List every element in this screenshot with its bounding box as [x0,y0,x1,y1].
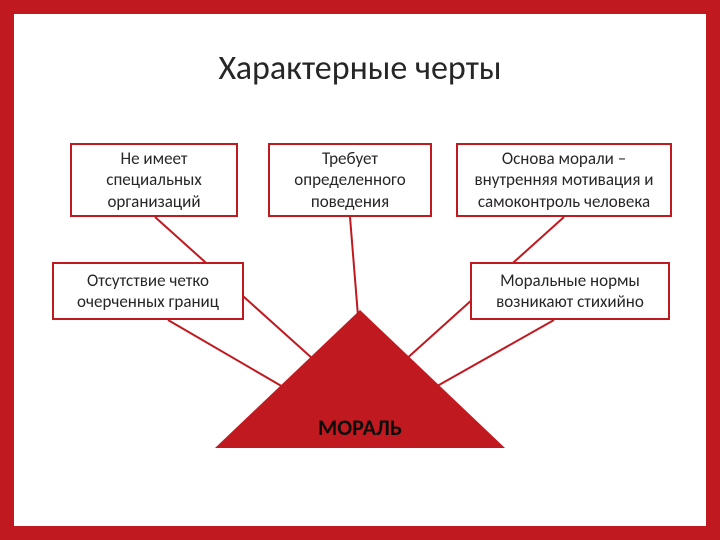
feature-box-boundaries: Отсутствие четко очерченных границ [52,262,244,320]
feature-text: Отсутствие четко очерченных границ [60,270,236,313]
feature-text: Основа морали – внутренняя мотивация и с… [464,148,664,212]
feature-text: Требует определенного поведения [276,148,424,212]
feature-box-behavior: Требует определенного поведения [268,143,432,217]
feature-text: Моральные нормы возникают стихийно [478,270,662,313]
feature-box-spontaneous: Моральные нормы возникают стихийно [470,262,670,320]
slide-outer: МОРАЛЬ Характерные черты Не имеет специа… [0,0,720,540]
feature-text: Не имеет специальных организаций [78,148,230,212]
triangle-label-wrap: МОРАЛЬ [215,408,505,448]
page-title: Характерные черты [0,48,720,89]
triangle-label: МОРАЛЬ [215,414,505,441]
feature-box-no-orgs: Не имеет специальных организаций [70,143,238,217]
feature-box-motivation: Основа морали – внутренняя мотивация и с… [456,143,672,217]
